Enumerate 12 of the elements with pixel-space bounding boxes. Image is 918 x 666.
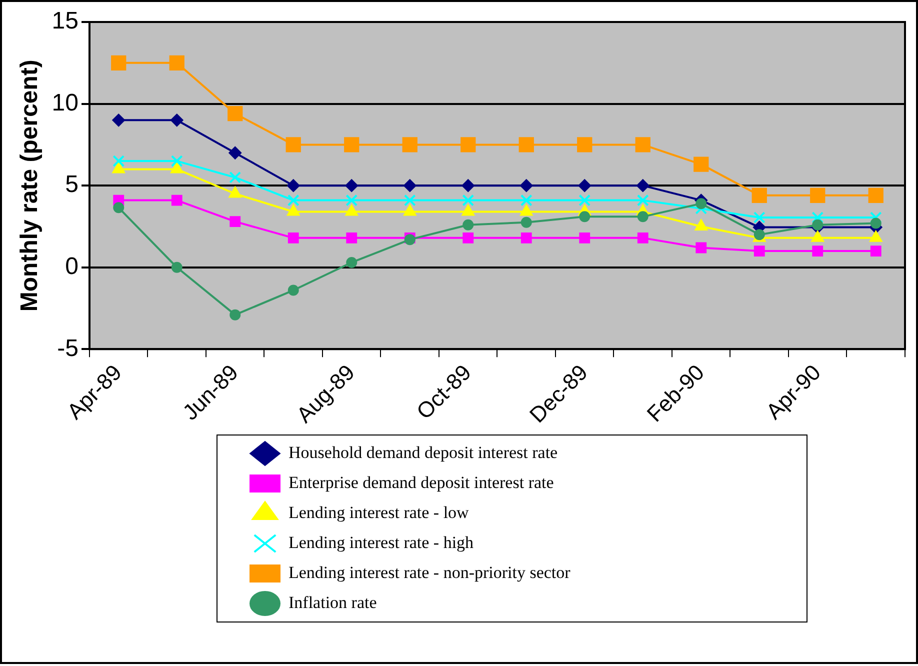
legend-label: Enterprise demand deposit interest rate (288, 472, 554, 492)
legend-label: Inflation rate (288, 592, 377, 612)
y-tick-label: 15 (52, 8, 78, 35)
y-tick-label: 5 (65, 171, 78, 198)
y-tick-label: 0 (65, 253, 78, 280)
y-tick-label: -5 (57, 334, 78, 362)
legend-label: Lending interest rate - low (288, 502, 470, 522)
legend-label: Lending interest rate - non-priority sector (288, 562, 571, 582)
y-axis-title: Monthly rate (percent) (16, 60, 44, 312)
y-tick-label: 10 (52, 89, 78, 116)
legend-label: Lending interest rate - high (288, 532, 474, 552)
legend-label: Household demand deposit interest rate (288, 442, 558, 462)
